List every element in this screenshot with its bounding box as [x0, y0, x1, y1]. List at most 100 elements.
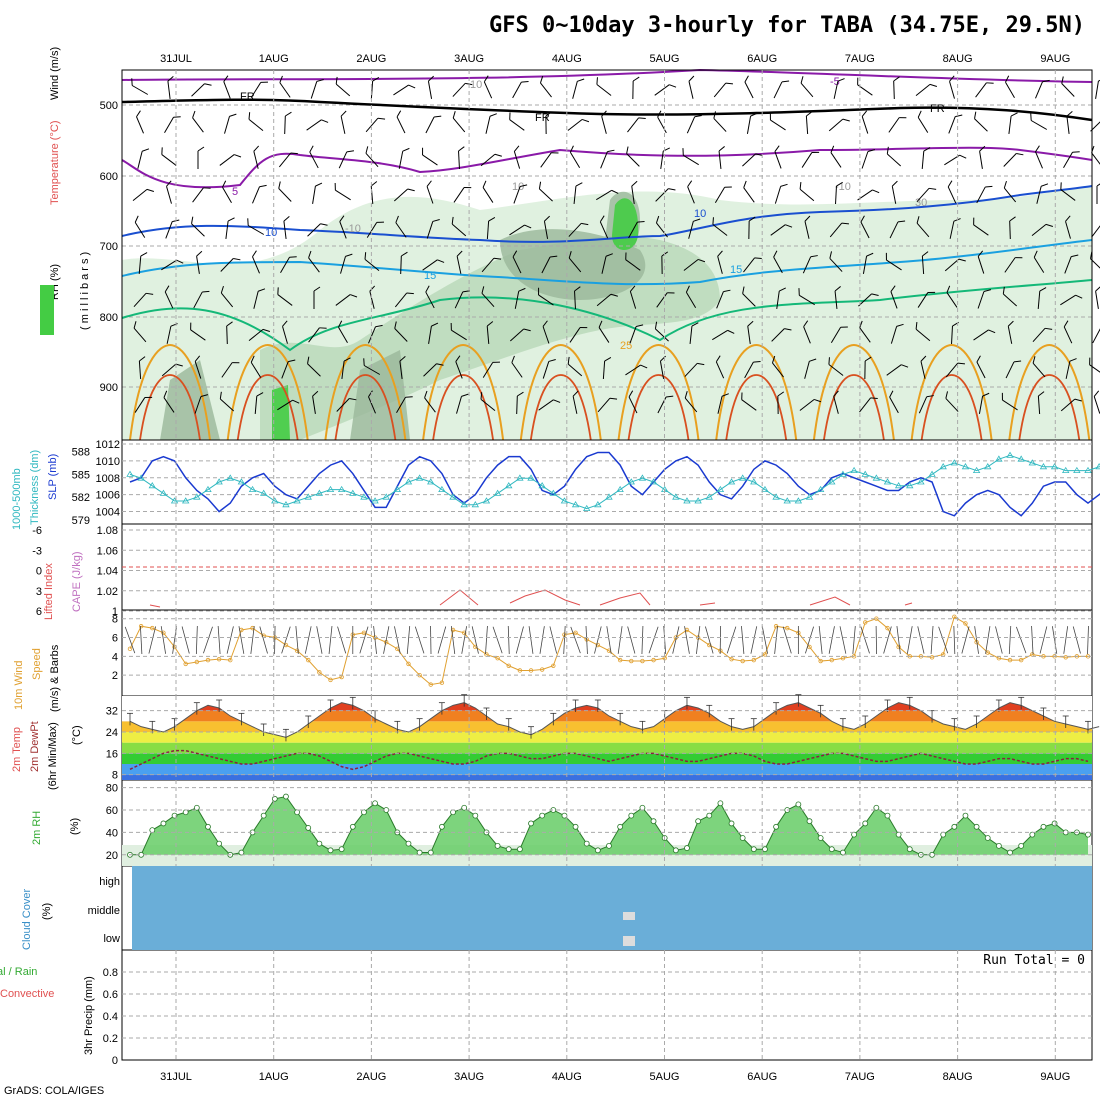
wind-barb — [247, 218, 265, 235]
wind-barb — [921, 147, 931, 170]
wind-barb — [509, 328, 531, 342]
ylabel-mb: ( m i l l i b a r s ) — [79, 252, 91, 330]
thickness-point — [237, 478, 246, 485]
temp-band — [122, 753, 1092, 764]
wind-barb — [512, 81, 529, 99]
wind-barb — [284, 111, 292, 135]
wind10-barb — [741, 626, 745, 654]
thickness-point — [137, 474, 145, 481]
wind-barb — [945, 391, 959, 412]
thickness-point — [271, 497, 279, 504]
wind-barb — [573, 182, 583, 205]
thickness-point — [560, 497, 569, 504]
wind-barb — [400, 251, 408, 275]
ylabel-cloud-2: (%) — [41, 903, 53, 920]
thickness-point — [828, 478, 836, 485]
thickness-point — [1084, 466, 1092, 473]
thickness-point — [516, 474, 524, 481]
contour-label-rh10b: 10 — [512, 181, 524, 193]
wind10-barb — [1087, 625, 1089, 655]
wind-barb — [631, 180, 638, 204]
wind10-barb — [549, 626, 558, 654]
thickness-point — [427, 478, 435, 485]
top-date-label: 8AUG — [943, 53, 973, 65]
wind-barb — [428, 322, 439, 344]
thickness-point — [794, 497, 803, 504]
wind-barb — [741, 392, 757, 411]
wind10-barb — [337, 626, 347, 654]
top-date-labels: 31JUL 1AUG 2AUG 3AUG 4AUG 5AUG 6AUG 7AUG 8AUG 9AU… — [160, 53, 1070, 65]
chart-title: GFS 0~10day 3-hourly for TABA (34.75E, 2… — [489, 13, 1085, 38]
wind-barb — [770, 224, 793, 236]
thickness-point — [627, 478, 635, 485]
wind-barb — [369, 285, 376, 309]
wind-barb — [1005, 75, 1015, 99]
wind-barb — [309, 145, 319, 169]
wind-barb — [250, 81, 268, 98]
wind-barb — [539, 75, 552, 98]
wind-barb — [917, 291, 936, 308]
wind-barb — [597, 397, 618, 413]
bottom-date-label: 6AUG — [747, 1071, 777, 1083]
wind-barb — [798, 288, 815, 306]
wind10-point — [216, 656, 222, 662]
wind-barb — [716, 289, 731, 309]
wind10-point — [885, 625, 890, 631]
rh2m-point — [583, 840, 590, 847]
wind-barb — [253, 145, 260, 169]
wind-barb — [161, 363, 183, 377]
thickness-point — [850, 466, 858, 473]
temp-band — [122, 742, 1092, 754]
wind-barb — [450, 323, 467, 341]
precip-ytick: 0.4 — [103, 1011, 118, 1023]
wind10-barb — [782, 626, 792, 654]
wind-barb — [655, 188, 676, 202]
rh2m-point — [193, 804, 200, 811]
wind-barb — [774, 183, 788, 204]
wind10-barb — [839, 626, 847, 654]
wind-barb — [131, 78, 149, 95]
wind10-barb — [641, 625, 644, 655]
slp-ytick: 1012 — [96, 439, 120, 451]
wind10-ytick: 8 — [112, 614, 118, 626]
wind-barb — [773, 80, 790, 99]
wind-barb — [801, 151, 820, 168]
thickness-point — [939, 463, 947, 470]
wind-barb — [1001, 392, 1018, 411]
wind-barb — [308, 327, 327, 343]
wind-barb — [226, 321, 233, 345]
wind-barb — [221, 362, 240, 378]
thickness-point — [226, 474, 234, 481]
wind10-ytick: 4 — [112, 651, 118, 663]
wind-barb — [1002, 286, 1018, 307]
wind10-point — [228, 657, 233, 663]
wind-barb — [628, 221, 645, 239]
wind-barb — [625, 252, 641, 271]
rh2m-point — [706, 812, 713, 819]
wind-barb — [394, 321, 408, 342]
wind-barb — [632, 76, 640, 100]
cape-line — [149, 589, 913, 608]
wind-barb — [886, 146, 902, 167]
wind-barb — [743, 257, 762, 273]
rh2m-point — [862, 820, 869, 827]
wind-barb — [222, 180, 232, 204]
rh2m-point — [650, 818, 657, 825]
thickness-point — [972, 466, 981, 473]
thickness-point — [293, 497, 301, 504]
contour-35 — [139, 374, 1081, 441]
wind10-point — [194, 659, 200, 665]
wind-barb — [252, 184, 267, 204]
contour-freezing — [121, 98, 1093, 122]
wind10-barb — [160, 626, 167, 654]
wind-barb — [277, 399, 300, 411]
wind-barb — [977, 250, 985, 274]
wind10-barb — [828, 626, 835, 654]
wind-barb — [538, 287, 554, 306]
wind10-point — [517, 668, 523, 673]
thickness-point — [1050, 463, 1059, 470]
ylabel-wind: Wind (m/s) — [49, 47, 61, 100]
wind-barb — [393, 84, 416, 96]
temp2m-ytick: 32 — [106, 706, 118, 718]
wind-barb — [219, 154, 242, 166]
